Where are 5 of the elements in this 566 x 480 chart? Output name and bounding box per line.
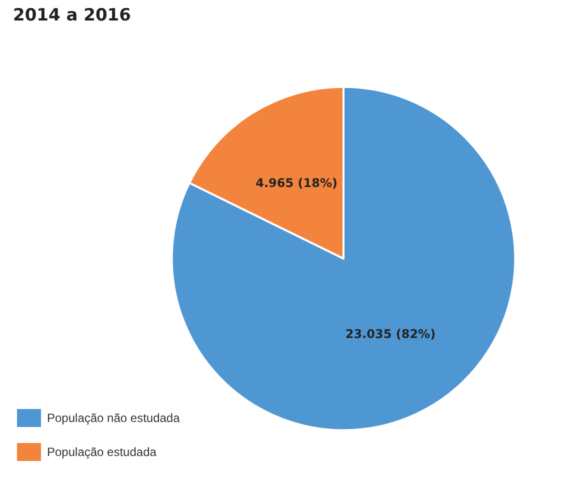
legend-label: População não estudada bbox=[47, 411, 180, 425]
legend-label: População estudada bbox=[47, 445, 157, 459]
data-label: 23.035 (82%) bbox=[345, 326, 436, 341]
chart-title: 2014 a 2016 bbox=[13, 6, 131, 26]
data-label: 4.965 (18%) bbox=[256, 176, 338, 190]
